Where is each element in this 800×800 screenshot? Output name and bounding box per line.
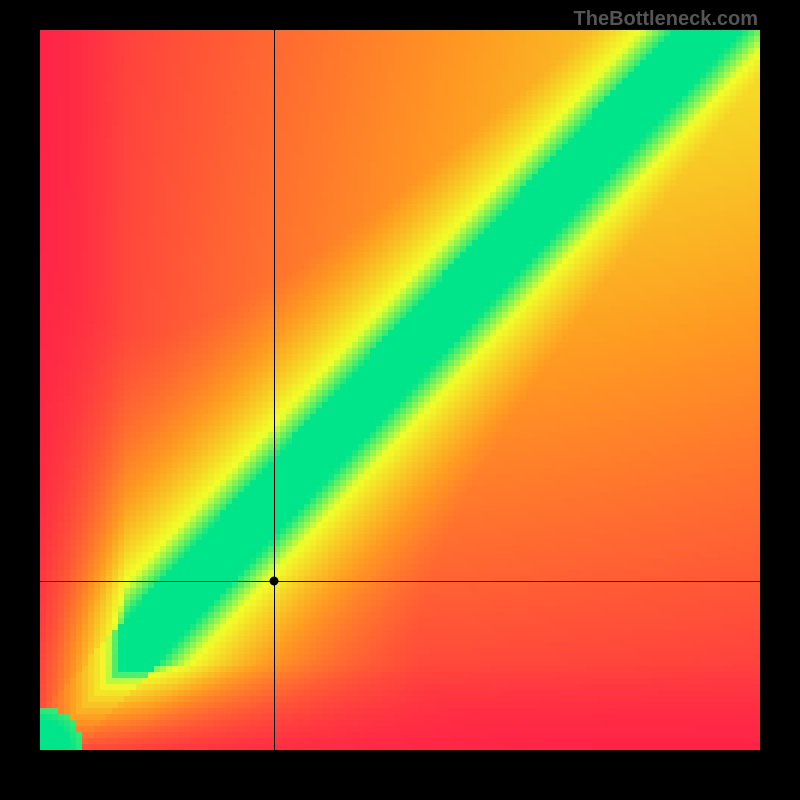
bottleneck-heatmap [40,30,760,750]
crosshair-vertical [274,30,275,750]
crosshair-horizontal [40,581,760,582]
watermark-text: TheBottleneck.com [574,8,758,31]
plot-area [40,30,760,750]
data-point-marker [270,576,279,585]
